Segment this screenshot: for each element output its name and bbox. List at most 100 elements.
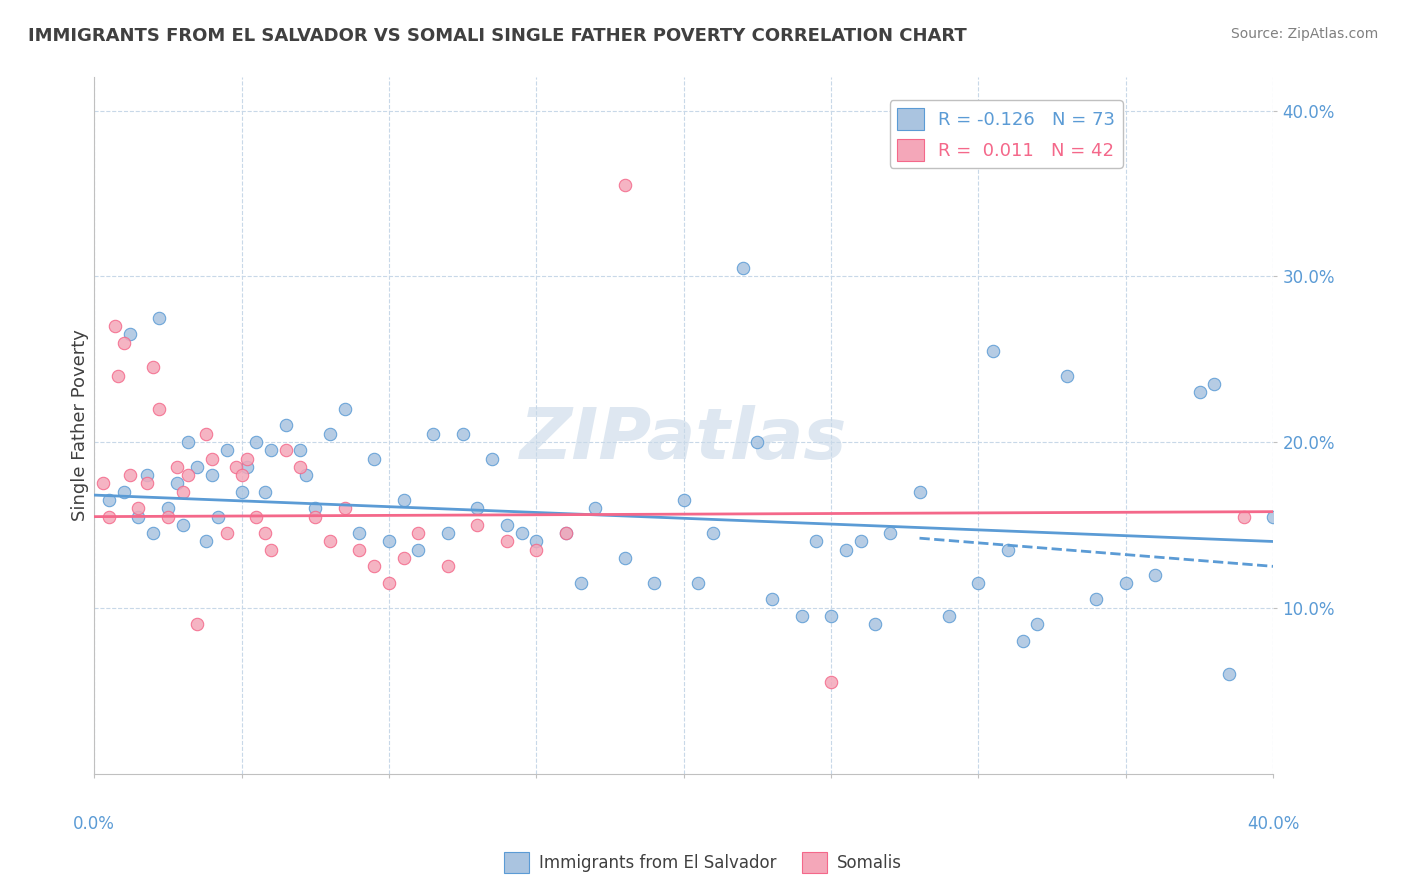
Point: [731, 260, 754, 275]
Point: [554, 526, 576, 541]
Point: [524, 542, 547, 557]
Point: [583, 501, 606, 516]
Point: [806, 534, 828, 549]
Point: [195, 426, 218, 441]
Point: [378, 534, 401, 549]
Point: [688, 576, 710, 591]
Point: [186, 459, 208, 474]
Point: [231, 484, 253, 499]
Point: [467, 517, 489, 532]
Point: [304, 509, 326, 524]
Point: [260, 542, 283, 557]
Point: [254, 526, 277, 541]
Point: [790, 609, 813, 624]
Point: [437, 526, 460, 541]
Point: [290, 459, 312, 474]
Point: [820, 609, 842, 624]
Point: [207, 509, 229, 524]
Point: [437, 559, 460, 574]
Point: [333, 501, 356, 516]
Point: [997, 542, 1019, 557]
Point: [166, 459, 188, 474]
Point: [392, 551, 415, 566]
Point: [166, 476, 188, 491]
Point: [1115, 576, 1137, 591]
Point: [225, 459, 247, 474]
Point: [702, 526, 724, 541]
Point: [156, 501, 179, 516]
Point: [107, 368, 129, 383]
Point: [104, 319, 127, 334]
Point: [91, 476, 114, 491]
Point: [408, 542, 430, 557]
Point: [1233, 509, 1256, 524]
Text: IMMIGRANTS FROM EL SALVADOR VS SOMALI SINGLE FATHER POVERTY CORRELATION CHART: IMMIGRANTS FROM EL SALVADOR VS SOMALI SI…: [28, 27, 967, 45]
Point: [467, 501, 489, 516]
Point: [215, 443, 238, 458]
Point: [349, 526, 371, 541]
Point: [142, 360, 165, 375]
Point: [510, 526, 533, 541]
Point: [177, 435, 200, 450]
Point: [1085, 592, 1108, 607]
Point: [236, 459, 259, 474]
Point: [865, 617, 887, 632]
Point: [1144, 567, 1167, 582]
Point: [136, 476, 159, 491]
Point: [1263, 509, 1285, 524]
Point: [422, 426, 444, 441]
Point: [451, 426, 474, 441]
Point: [938, 609, 960, 624]
Point: [569, 576, 592, 591]
Legend: Immigrants from El Salvador, Somalis: Immigrants from El Salvador, Somalis: [498, 846, 908, 880]
Legend: R = -0.126   N = 73, R =  0.011   N = 42: R = -0.126 N = 73, R = 0.011 N = 42: [890, 101, 1123, 168]
Point: [333, 401, 356, 416]
Point: [290, 443, 312, 458]
Point: [613, 178, 636, 193]
Point: [761, 592, 783, 607]
Point: [274, 443, 297, 458]
Point: [215, 526, 238, 541]
Point: [672, 493, 695, 508]
Point: [236, 451, 259, 466]
Point: [1056, 368, 1078, 383]
Point: [967, 576, 990, 591]
Point: [112, 335, 135, 350]
Point: [97, 493, 120, 508]
Point: [613, 551, 636, 566]
Point: [908, 484, 931, 499]
Point: [112, 484, 135, 499]
Point: [849, 534, 872, 549]
Point: [127, 501, 149, 516]
Point: [148, 401, 170, 416]
Point: [142, 526, 165, 541]
Point: [835, 542, 858, 557]
Point: [319, 426, 342, 441]
Point: [1026, 617, 1049, 632]
Point: [1218, 667, 1240, 681]
Point: [643, 576, 665, 591]
Text: 40.0%: 40.0%: [1247, 815, 1299, 833]
Point: [274, 418, 297, 433]
Point: [1204, 377, 1226, 392]
Point: [363, 451, 385, 466]
Point: [186, 617, 208, 632]
Point: [295, 468, 318, 483]
Point: [495, 517, 517, 532]
Point: [177, 468, 200, 483]
Point: [118, 468, 141, 483]
Point: [172, 484, 194, 499]
Point: [747, 435, 769, 450]
Point: [524, 534, 547, 549]
Point: [554, 526, 576, 541]
Point: [156, 509, 179, 524]
Point: [1011, 634, 1033, 648]
Point: [245, 435, 267, 450]
Point: [363, 559, 385, 574]
Point: [201, 451, 224, 466]
Point: [319, 534, 342, 549]
Point: [127, 509, 149, 524]
Point: [118, 327, 141, 342]
Point: [820, 675, 842, 690]
Point: [136, 468, 159, 483]
